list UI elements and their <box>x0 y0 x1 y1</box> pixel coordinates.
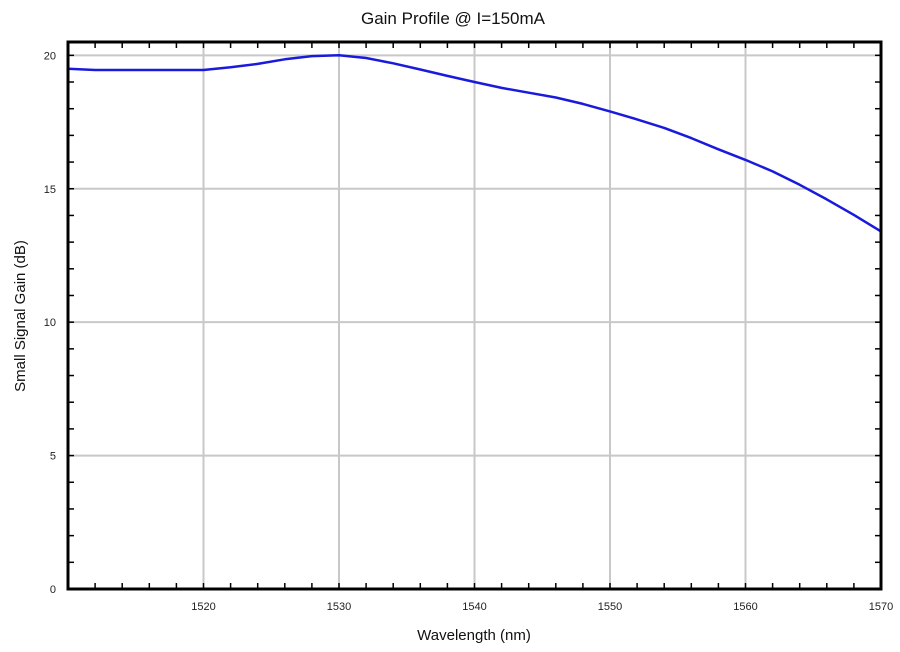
y-axis-label: Small Signal Gain (dB) <box>12 240 29 392</box>
series-line <box>66 54 883 233</box>
x-tick-label: 1540 <box>462 601 486 613</box>
y-tick-label: 15 <box>44 184 56 196</box>
y-tick-label: 20 <box>44 50 56 62</box>
x-ticks: 1520 1530 1540 1550 1560 1570 <box>191 601 893 613</box>
series-layer <box>66 54 883 233</box>
x-tick-label: 1530 <box>327 601 351 613</box>
y-tick-label: 10 <box>44 317 56 329</box>
x-tick-label: 1550 <box>598 601 622 613</box>
x-axis-label: Wavelength (nm) <box>417 627 531 644</box>
x-tick-label: 1560 <box>733 601 757 613</box>
y-tick-label: 0 <box>50 584 56 596</box>
y-ticks: 0 5 10 15 20 <box>44 50 56 596</box>
x-tick-label: 1570 <box>869 601 893 613</box>
plot-frame <box>66 40 883 591</box>
y-tick-label: 5 <box>50 451 56 463</box>
grid-lines <box>68 42 882 590</box>
x-tick-label: 1520 <box>191 601 215 613</box>
chart-title: Gain Profile @ I=150mA <box>361 9 546 28</box>
